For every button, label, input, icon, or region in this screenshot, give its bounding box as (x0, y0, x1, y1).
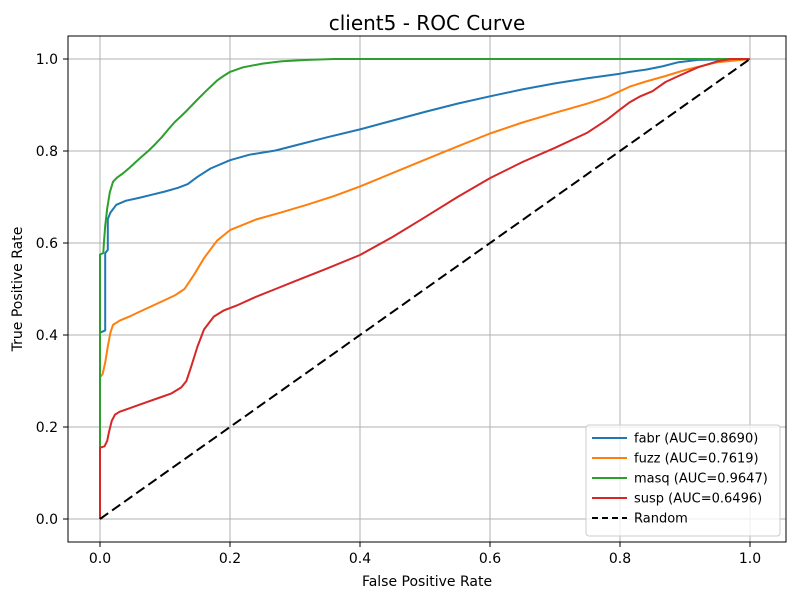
legend-label-fuzz: fuzz (AUC=0.7619) (634, 452, 759, 467)
y-tick-label-0.2: 0.2 (36, 420, 58, 436)
x-tick-label-0.0: 0.0 (89, 551, 111, 567)
y-tick-label-0.8: 0.8 (36, 144, 58, 160)
y-tick-label-0.0: 0.0 (36, 512, 58, 528)
tick-layer: 0.0 0.2 0.4 0.6 0.8 1.0 0.0 0.2 0.4 0.6 0.8 1.0 (36, 52, 761, 567)
roc-curve-masq (99, 58, 750, 519)
x-tick-label-0.8: 0.8 (609, 551, 631, 567)
y-tick-label-0.6: 0.6 (36, 236, 58, 252)
roc-curve-susp (99, 58, 750, 519)
roc-curve-fabr (99, 58, 751, 519)
legend-label-fabr: fabr (AUC=0.8690) (634, 432, 758, 447)
legend-label-susp: susp (AUC=0.6496) (634, 492, 762, 507)
x-tick-label-1.0: 1.0 (739, 551, 761, 567)
legend-label-Random: Random (634, 512, 688, 527)
y-tick-label-1.0: 1.0 (36, 52, 58, 68)
legend-frame (585, 424, 781, 537)
x-axis-label: False Positive Rate (362, 574, 492, 590)
chart-title: client5 - ROC Curve (329, 11, 526, 35)
y-tick-label-0.4: 0.4 (36, 328, 58, 344)
y-axis-label: True Positive Rate (10, 227, 26, 353)
legend-label-masq: masq (AUC=0.9647) (634, 472, 768, 487)
x-tick-label-0.2: 0.2 (219, 551, 241, 567)
legend: fabr (AUC=0.8690) fuzz (AUC=0.7619) masq (… (585, 424, 781, 537)
series-layer (99, 58, 751, 520)
x-tick-label-0.6: 0.6 (479, 551, 501, 567)
axes-frame (67, 35, 787, 543)
roc-curve-fuzz (99, 58, 751, 519)
x-tick-label-0.4: 0.4 (349, 551, 371, 567)
grid-layer (68, 36, 786, 542)
